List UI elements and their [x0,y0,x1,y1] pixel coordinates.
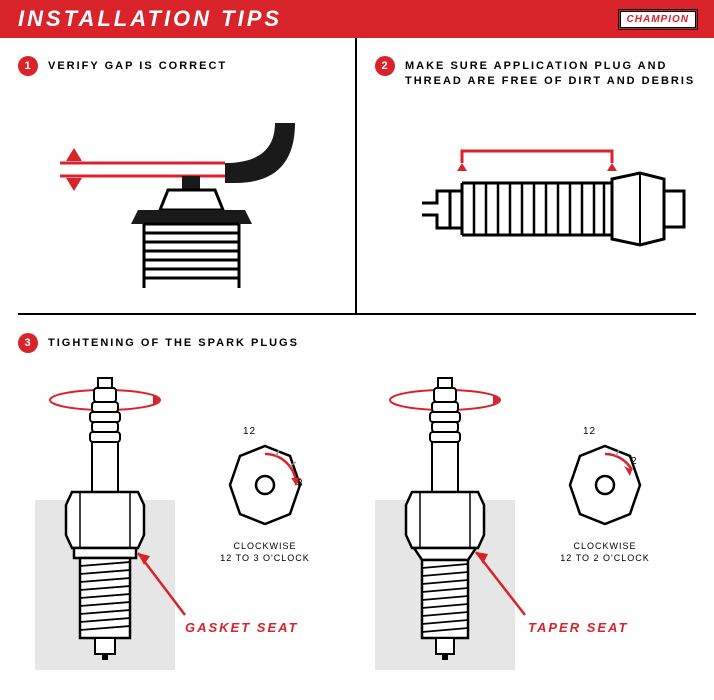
step-number-badge: 3 [18,333,38,353]
step-2-text: Make sure application plug and thread ar… [405,56,700,90]
champion-logo: CHAMPION [620,11,696,28]
clock-range: 12 TO 3 O'CLOCK [220,553,309,563]
clock-title: CLOCKWISE [573,541,636,551]
step-number-badge: 2 [375,56,395,76]
thread-diagram-icon [392,143,692,283]
clock-mark-12: 12 [583,426,596,437]
clock-caption: CLOCKWISE 12 TO 3 O'CLOCK [205,541,325,564]
step-3-text: Tightening of the spark plugs [48,333,299,351]
spark-plug-taper-icon [360,370,530,670]
gap-diagram-icon [40,118,320,298]
clock-title: CLOCKWISE [233,541,296,551]
clock-range: 12 TO 2 O'CLOCK [560,553,649,563]
header-bar: INSTALLATION TIPS CHAMPION [0,0,714,38]
clock-mark-2: 2 [631,456,638,467]
spark-plug-gasket-icon [20,370,190,670]
panel-step-3: 3 Tightening of the spark plugs [0,315,714,685]
panel-step-1: 1 Verify gap is correct [0,38,357,313]
step-2-header: 2 Make sure application plug and thread … [357,38,714,90]
taper-seat-label: TAPER SEAT [528,620,628,635]
step-1-header: 1 Verify gap is correct [0,38,355,76]
panel-step-2: 2 Make sure application plug and thread … [357,38,714,313]
clock-octagon-icon [560,440,650,530]
step-1-text: Verify gap is correct [48,56,227,74]
clock-mark-3: 3 [297,478,304,489]
taper-clock-diagram: 12 2 CLOCKWISE 12 TO 2 O'CLOCK [545,440,665,564]
gasket-clock-diagram: 12 3 CLOCKWISE 12 TO 3 O'CLOCK [205,440,325,564]
clock-caption: CLOCKWISE 12 TO 2 O'CLOCK [545,541,665,564]
step-3-header: 3 Tightening of the spark plugs [0,315,714,353]
gasket-seat-diagram [20,370,190,675]
step-number-badge: 1 [18,56,38,76]
top-row: 1 Verify gap is correct [0,38,714,313]
clock-mark-12: 12 [243,426,256,437]
gasket-seat-label: GASKET SEAT [185,620,299,635]
taper-seat-diagram [360,370,530,675]
page-title: INSTALLATION TIPS [18,6,282,32]
